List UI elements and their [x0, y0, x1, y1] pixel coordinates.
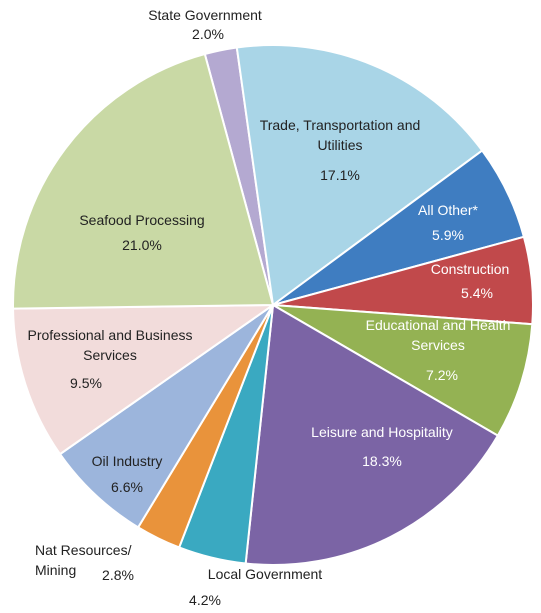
pie-slice: [58, 304, 274, 529]
value-label: 5.4%: [461, 285, 493, 301]
slice-label: Trade, Transportation and Utilities: [259, 117, 421, 153]
pie-slice: [12, 52, 275, 310]
pie-slice: [235, 44, 484, 307]
slice-label: Educational and Health Services: [365, 317, 511, 353]
slice-label: All Other*: [418, 202, 478, 218]
value-label: 5.9%: [432, 227, 464, 243]
slice-label: Construction: [430, 261, 510, 277]
value-label: 6.6%: [111, 479, 143, 495]
slice-label: Seafood Processing: [79, 212, 205, 228]
value-label: 7.2%: [426, 367, 458, 383]
value-label: 17.1%: [320, 167, 360, 183]
pie-slice: [12, 303, 277, 456]
slice-label: Oil Industry: [91, 453, 163, 469]
value-label: 21.0%: [122, 237, 162, 253]
pie-slice: [244, 303, 500, 566]
value-label: 4.2%: [189, 592, 221, 608]
pie-slice: [272, 304, 534, 437]
value-label: 2.8%: [102, 567, 134, 583]
slice-label: Professional and Business Services: [27, 327, 193, 363]
slice-label: Leisure and Hospitality: [311, 424, 453, 440]
value-label: 18.3%: [362, 453, 402, 469]
slice-label: Local Government: [207, 566, 323, 582]
slice-label: Nat Resources/ Mining: [35, 542, 132, 578]
value-label: 9.5%: [70, 375, 102, 391]
slice-label: State Government: [148, 7, 262, 23]
value-label: 2.0%: [192, 26, 224, 42]
